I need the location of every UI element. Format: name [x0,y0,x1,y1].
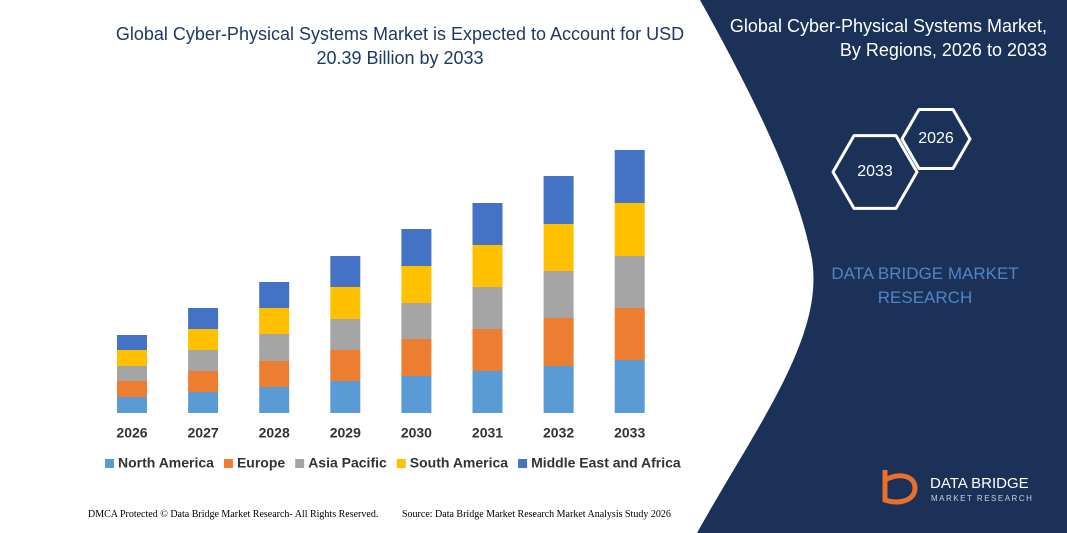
bar-segment [472,329,503,371]
bar-segment [472,371,503,413]
hexagon-label: 2033 [857,163,893,180]
bar-segment [472,287,503,329]
bar-segment [543,224,574,271]
bar-segment [117,366,147,381]
bar-segment [614,308,645,360]
bar-segment [117,397,147,413]
bar-segment [614,203,645,256]
legend-swatch [105,459,114,468]
bar-segment [330,319,361,350]
bar-segment [330,350,361,381]
bar-segment [188,329,219,350]
bar-segment [188,392,219,413]
logo-tagline: MARKET RESEARCH [931,494,1033,503]
x-tick-label: 2032 [543,425,574,441]
x-tick-label: 2026 [116,425,147,441]
x-tick-label: 2028 [259,425,290,441]
bar-segment [117,381,147,397]
x-tick-label: 2027 [188,425,219,441]
bar-segment [259,282,290,308]
x-tick-label: 2033 [614,425,645,441]
footer-left: DMCA Protected © Data Bridge Market Rese… [88,509,379,520]
legend-swatch [295,459,305,468]
hexagons: 2026 2033 [831,108,972,210]
bar-segment [401,266,432,303]
bar-segment [117,350,147,366]
x-tick-label: 2030 [401,425,432,441]
x-tick-label: 2031 [472,425,503,441]
bar-segment [401,339,432,376]
side-panel [697,0,1067,533]
bars: 2026 2027 2028 2029 2030 2031 2032 2033 North Am… [105,150,681,471]
bar-segment [117,335,147,350]
bar-segment [614,150,645,203]
bar-segment [472,203,503,245]
bar-segment [401,376,432,413]
bar-segment [330,287,361,319]
x-tick-label: 2029 [330,425,361,441]
legend-swatch [396,459,406,468]
bar-segment [472,245,503,287]
footer-right: Source: Data Bridge Market Research Mark… [402,509,671,520]
legend-label: Europe [237,455,285,471]
bar-segment [188,308,219,329]
bar-segment [401,229,432,266]
logo-name: DATA BRIDGE [930,475,1029,492]
chart-title: Global Cyber-Physical Systems Market is … [115,24,685,68]
bar-segment [330,381,361,413]
bar-segment [188,371,219,392]
hexagon-label: 2026 [918,130,954,147]
bar-segment [259,361,290,387]
legend-label: North America [118,455,214,471]
legend-swatch [223,459,233,468]
hexagon [831,134,919,210]
bar-segment [259,334,290,361]
bar-segment [259,387,290,413]
bar-segment [614,360,645,413]
bar-segment [614,256,645,308]
bar-segment [330,256,361,287]
bar-segment [259,308,290,334]
legend-label: Middle East and Africa [531,455,681,471]
bar-segment [401,303,432,339]
legend-label: Asia Pacific [308,455,387,471]
bar-segment [543,366,574,413]
logo-icon [882,470,918,505]
hexagon [900,108,972,170]
bar-segment [543,318,574,366]
bar-segment [188,350,219,371]
panel-title: Global Cyber-Physical Systems Market, By… [729,16,1047,60]
bar-segment [543,176,574,224]
panel-brand: DATA BRIDGE MARKET RESEARCH [831,264,1019,307]
legend-label: South America [410,455,508,471]
legend-swatch [518,459,528,468]
bar-segment [543,271,574,318]
